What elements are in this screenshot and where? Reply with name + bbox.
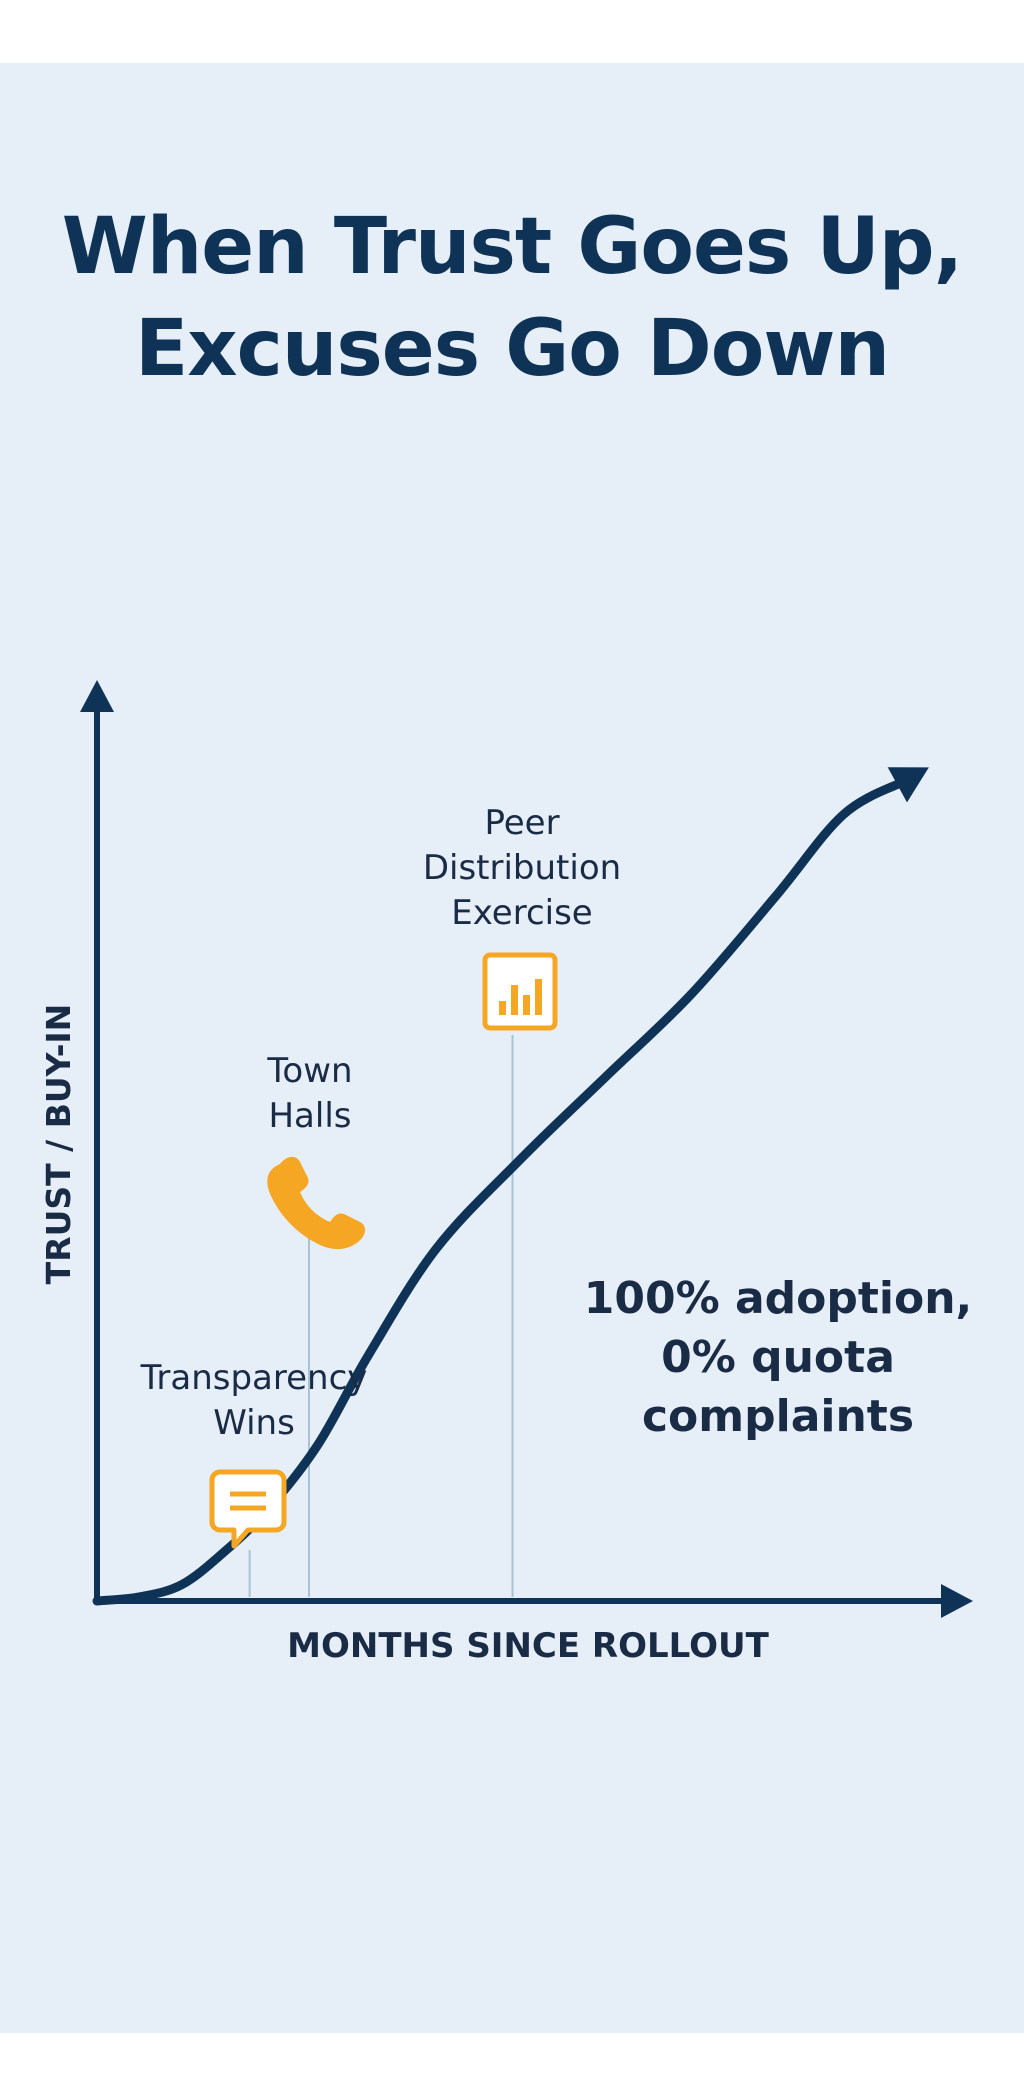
callout-text: complaints [642,1391,914,1442]
series-arrowhead [887,767,929,803]
bar-chart-bar [523,995,530,1015]
callout-text: 0% quota [661,1332,895,1383]
y-axis-label: TRUST / BUY-IN [39,1004,78,1285]
chart-title-line: Excuses Go Down [135,304,890,394]
bar-chart-bar [535,979,542,1015]
annotation-label: Town [266,1051,352,1091]
phone-icon [267,1156,366,1250]
chart-title: When Trust Goes Up, Excuses Go Down [0,196,1024,400]
bar-chart-bar [499,1001,506,1015]
annotation-label: Exercise [451,893,592,933]
y-axis-arrowhead [80,680,114,712]
annotations: Transparency Wins Town Halls Peer Distributio… [140,803,621,1549]
annotation-label: Peer [484,803,559,843]
annotation-label: Halls [268,1096,351,1136]
callout-text: 100% adoption, [584,1273,973,1324]
annotation-label: Distribution [423,848,621,888]
bar-chart-frame [482,952,558,1031]
x-axis-arrowhead [941,1584,973,1618]
chat-bubble-icon [209,1469,287,1549]
guide-lines [248,1035,514,1597]
phone-shape [267,1156,366,1250]
annotation-label: Wins [213,1403,295,1443]
series-line [92,777,908,1606]
x-axis-label: MONTHS SINCE ROLLOUT [287,1626,769,1666]
axes: Transparency Wins Town Halls Peer Distributio… [39,680,973,1666]
chart-title-line: When Trust Goes Up, [61,202,964,292]
callout: 100% adoption, 0% quota complaints [584,1273,973,1442]
bar-chart-bar [511,985,518,1015]
series-layer [92,767,929,1606]
annotation-label: Transparency [140,1358,368,1398]
bar-chart-icon [482,952,558,1031]
